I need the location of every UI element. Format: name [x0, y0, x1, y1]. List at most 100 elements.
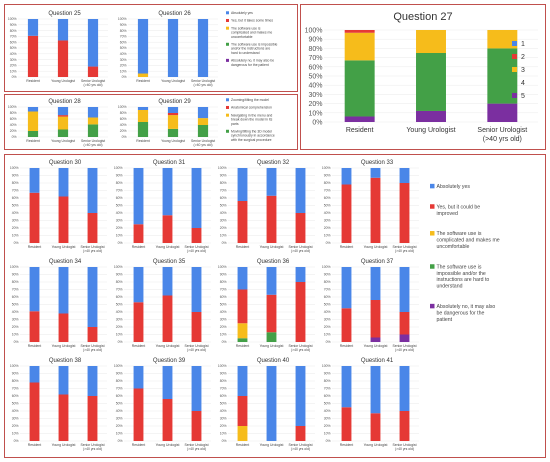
y-tick-label: 0%: [326, 241, 331, 245]
chart-title: Question 32: [257, 160, 290, 166]
y-tick-label: 0%: [12, 135, 17, 139]
y-tick-label: 80%: [308, 46, 322, 53]
legend-label: Yes, but it could be: [437, 204, 481, 210]
bar-segment: [58, 267, 69, 314]
y-tick-label: 70%: [12, 288, 19, 292]
bar-segment: [266, 366, 277, 441]
x-tick-label: Resident: [136, 79, 149, 83]
bar-segment: [27, 131, 39, 137]
x-tick-label: Young Urologist: [364, 245, 388, 249]
y-tick-label: 100%: [8, 105, 17, 109]
y-tick-label: 10%: [10, 69, 17, 73]
y-tick-label: 40%: [116, 310, 123, 314]
chart-question-28: Question 28 0% 20% 40% 60% 80% 100% Resident You…: [8, 99, 108, 147]
chart-title: Question 38: [49, 358, 82, 364]
chart-title: Question 29: [158, 99, 191, 105]
bar-segment: [133, 302, 144, 342]
bar-segment: [399, 366, 410, 411]
chart-question-38: Question 38 0% 10% 20% 30% 40% 50% 60% 70% 80% 90%…: [10, 358, 107, 451]
y-tick-label: 90%: [116, 372, 123, 376]
x-tick-label: Senior Urologist: [81, 139, 105, 143]
y-tick-label: 50%: [220, 402, 227, 406]
bar-segment: [399, 312, 410, 335]
x-tick-label: (>40 yrs old): [83, 348, 102, 352]
bar-segment: [344, 116, 375, 122]
x-tick-label: Young Urologist: [52, 245, 76, 249]
legend-swatch: [226, 105, 229, 109]
y-tick-label: 10%: [116, 333, 123, 337]
y-tick-label: 100%: [114, 265, 123, 269]
bar-segment: [370, 337, 381, 342]
y-tick-label: 60%: [120, 40, 127, 44]
y-tick-label: 60%: [12, 394, 19, 398]
y-tick-label: 100%: [10, 166, 19, 170]
y-tick-label: 70%: [116, 189, 123, 193]
legend-swatch: [512, 80, 517, 85]
bar-segment: [29, 382, 40, 441]
legend-swatch: [430, 183, 435, 189]
y-tick-label: 100%: [305, 27, 323, 34]
bar-segment: [87, 366, 98, 396]
bar-segment: [295, 168, 306, 213]
y-tick-label: 0%: [118, 340, 123, 344]
legend-label: and/or the instructions are: [231, 47, 270, 51]
bar-segment: [191, 267, 202, 312]
chart-question-34: Question 34 0% 10% 20% 30% 40% 50% 60% 70% 80% 90%…: [10, 259, 107, 352]
y-tick-label: 0%: [14, 241, 19, 245]
y-tick-label: 0%: [122, 75, 127, 79]
y-tick-label: 20%: [120, 64, 127, 68]
y-tick-label: 20%: [116, 325, 123, 329]
x-tick-label: (>40 yrs old): [291, 249, 310, 253]
y-tick-label: 80%: [220, 379, 227, 383]
y-tick-label: 50%: [220, 303, 227, 307]
y-tick-label: 90%: [120, 23, 127, 27]
x-tick-label: Senior Urologist: [80, 245, 104, 249]
legend-label: understand: [437, 284, 463, 290]
chart-question-39: Question 39 0% 10% 20% 30% 40% 50% 60% 70% 80% 90%…: [114, 358, 211, 451]
y-tick-label: 80%: [116, 280, 123, 284]
legend-label: uncomfortable: [231, 35, 253, 39]
x-tick-label: Senior Urologist: [191, 139, 215, 143]
x-tick-label: Young Urologist: [156, 443, 180, 447]
bar-segment: [197, 118, 209, 125]
y-tick-label: 10%: [12, 432, 19, 436]
y-tick-label: 70%: [220, 189, 227, 193]
bar-segment: [137, 122, 149, 137]
chart-question-37: Question 37 0% 10% 20% 30% 40% 50% 60% 70% 80% 90%…: [322, 259, 419, 352]
x-tick-label: Senior Urologist: [191, 79, 215, 83]
y-tick-label: 70%: [116, 387, 123, 391]
bar-segment: [162, 215, 173, 243]
legend-label: impossible and/or the: [437, 271, 486, 277]
bar-segment: [167, 128, 179, 137]
x-tick-label: (>40 yrs old): [483, 136, 522, 143]
y-tick-label: 100%: [118, 105, 127, 109]
bar-segment: [295, 282, 306, 342]
legend-label: synchronously in accordance: [231, 134, 275, 138]
chart-question-25: Question 25 0% 10%20% 30% 40% 50% 60%70% 80% 90%…: [8, 11, 108, 87]
bar-segment: [341, 168, 352, 185]
x-tick-label: Young Urologist: [260, 245, 284, 249]
y-tick-label: 10%: [12, 234, 19, 238]
y-tick-label: 70%: [12, 387, 19, 391]
bar-segment: [87, 19, 99, 67]
y-tick-label: 90%: [220, 174, 227, 178]
y-tick-label: 30%: [116, 219, 123, 223]
y-tick-label: 60%: [220, 295, 227, 299]
y-tick-label: 60%: [116, 394, 123, 398]
legend-swatch: [226, 113, 229, 117]
legend-label: uncomfortable: [437, 244, 470, 250]
bar-segment: [29, 311, 40, 342]
y-tick-label: 20%: [12, 226, 19, 230]
legend-label: The software use is: [437, 264, 482, 270]
y-tick-label: 0%: [312, 119, 322, 126]
legend-features: Zooming/tilting the model Anatomical comp…: [226, 98, 275, 142]
y-tick-label: 40%: [116, 409, 123, 413]
y-tick-label: 50%: [324, 303, 331, 307]
y-tick-label: 20%: [220, 226, 227, 230]
y-tick-label: 100%: [322, 166, 331, 170]
x-tick-label: Young Urologist: [51, 79, 75, 83]
y-tick-label: 70%: [116, 288, 123, 292]
y-tick-label: 20%: [324, 325, 331, 329]
y-tick-label: 20%: [220, 325, 227, 329]
legend-label: instructions are hard to: [437, 277, 490, 283]
